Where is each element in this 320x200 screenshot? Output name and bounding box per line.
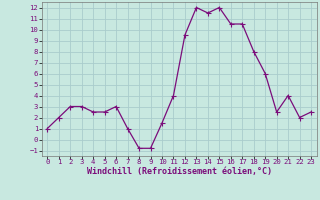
X-axis label: Windchill (Refroidissement éolien,°C): Windchill (Refroidissement éolien,°C) (87, 167, 272, 176)
